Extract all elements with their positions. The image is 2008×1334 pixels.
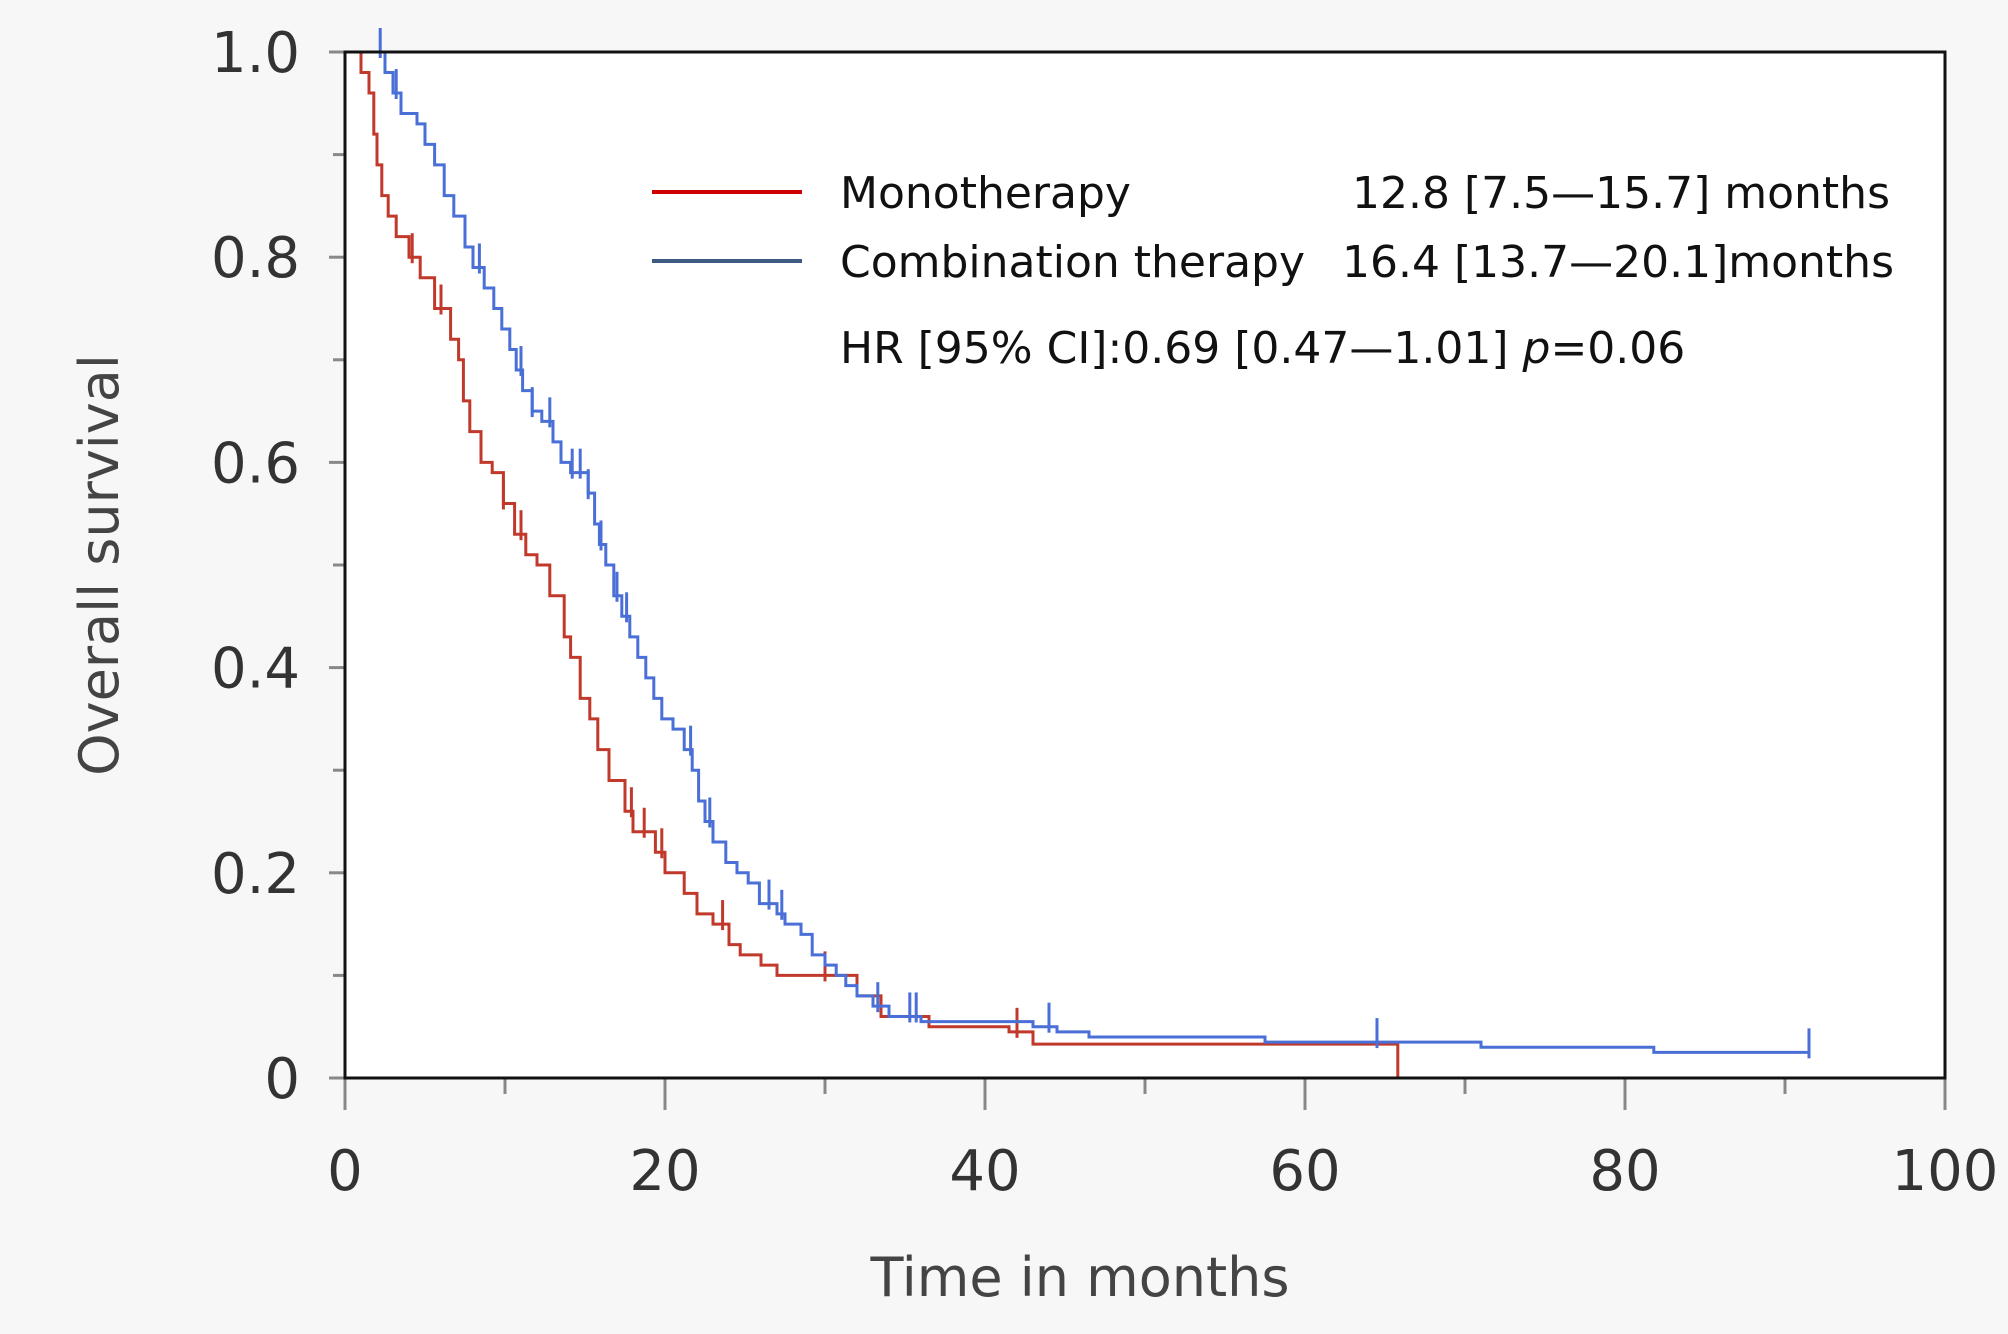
plot-frame bbox=[343, 50, 1947, 1080]
survival-curve bbox=[345, 50, 1809, 1054]
x-axis-ticks bbox=[343, 1078, 1947, 1110]
x-axis-tick-labels: 0 20 40 60 80 100 bbox=[327, 1139, 1998, 1204]
series-monotherapy bbox=[345, 50, 1400, 1078]
y-tick-label: 0 bbox=[264, 1047, 300, 1112]
hazard-ratio-annotation: HR [95% CI]:0.69 [0.47—1.01] p=0.06 bbox=[840, 323, 1685, 374]
x-tick-label: 20 bbox=[629, 1139, 700, 1204]
x-tick-label: 80 bbox=[1589, 1139, 1660, 1204]
y-tick-label: 1.0 bbox=[211, 21, 300, 86]
survival-curve bbox=[345, 50, 1400, 1078]
legend: Monotherapy 12.8 [7.5—15.7] months Combi… bbox=[652, 168, 1894, 374]
p-symbol: p bbox=[1522, 323, 1551, 374]
y-axis-ticks bbox=[329, 50, 345, 1080]
y-tick-label: 0.2 bbox=[211, 842, 300, 907]
legend-label-monotherapy: Monotherapy bbox=[840, 168, 1131, 219]
x-tick-label: 40 bbox=[949, 1139, 1020, 1204]
y-tick-label: 0.8 bbox=[211, 226, 300, 291]
y-axis-title: Overall survival bbox=[68, 354, 131, 776]
y-tick-label: 0.4 bbox=[211, 637, 300, 702]
legend-value-monotherapy: 12.8 [7.5—15.7] months bbox=[1352, 168, 1890, 219]
x-tick-label: 60 bbox=[1269, 1139, 1340, 1204]
hr-prefix: HR [95% CI]:0.69 [0.47—1.01] bbox=[840, 323, 1523, 374]
x-tick-label: 100 bbox=[1892, 1139, 1999, 1204]
x-axis-title: Time in months bbox=[869, 1246, 1289, 1309]
x-tick-label: 0 bbox=[327, 1139, 363, 1204]
p-value: =0.06 bbox=[1550, 323, 1685, 374]
y-axis-tick-labels: 0 0.2 0.4 0.6 0.8 1.0 bbox=[211, 21, 300, 1112]
y-tick-label: 0.6 bbox=[211, 431, 300, 496]
legend-label-combination: Combination therapy bbox=[840, 237, 1305, 288]
legend-value-combination: 16.4 [13.7—20.1]months bbox=[1342, 237, 1894, 288]
